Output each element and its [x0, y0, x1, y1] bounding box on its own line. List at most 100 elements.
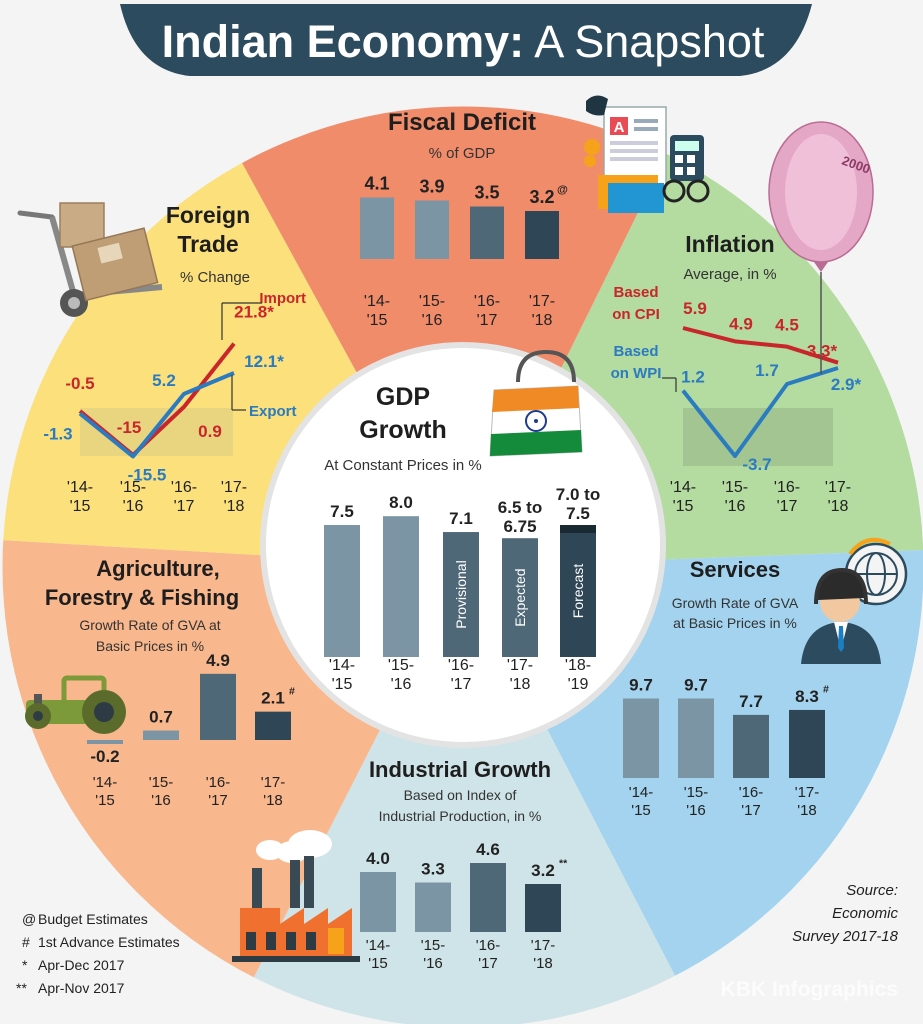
industry-title: Industrial Growth [369, 757, 551, 782]
footnote-2: * Apr-Dec 2017 [22, 957, 125, 973]
inflation-line-0 [682, 326, 839, 365]
services-label-1: 9.7 [684, 675, 708, 694]
inflation-tick-1: '15- '16 [722, 479, 748, 515]
gdp-label-1-line-0: 8.0 [389, 493, 413, 512]
fiscal-label-3-line-0: 3.2 [529, 187, 554, 207]
gdp-tick-4-line-0: '18- [565, 657, 591, 674]
gdp-tick-2-line-1: '17 [451, 676, 472, 693]
gdp-label-4-line-0: 7.0 to [556, 485, 600, 504]
trade-title-line-1: Foreign [166, 202, 250, 228]
services-tick-0: '14-'15 [629, 784, 654, 819]
industry-marker-3: ** [559, 858, 568, 870]
inflation-label-1-0: 1.2 [681, 368, 705, 387]
footnote-1: # 1st Advance Estimates [22, 934, 180, 950]
industry-subtitle-line-1: Based on Index of [404, 787, 517, 803]
agri-tick-0-line-0: '14- [93, 774, 118, 791]
trade-tick-1-line-1: '16 [123, 498, 144, 515]
agri-tick-1-line-1: '16 [151, 792, 171, 809]
gdp-tick-3: '17- '18 [507, 657, 533, 693]
fiscal-tick-0: '14- '15 [364, 293, 390, 329]
agri-tick-2: '16-'17 [206, 774, 231, 809]
industry-tick-0: '14-'15 [366, 937, 391, 972]
industry-label-1-line-0: 3.3 [421, 860, 445, 879]
agri-label-2-line-0: 4.9 [206, 651, 230, 670]
page-title: Indian Economy: A Snapshot [162, 16, 765, 67]
inflation-line-1 [681, 366, 839, 458]
industry-label-3: 3.2 [531, 861, 555, 880]
agri-tick-2-line-0: '16- [206, 774, 231, 791]
agri-label-1-line-0: 0.7 [149, 708, 173, 727]
gdp-annotation-3: Expected [512, 568, 528, 626]
inflation-legend-0-line-0: Based [613, 284, 658, 301]
gdp-label-0: 7.5 [330, 502, 354, 521]
footnote-text: Apr-Nov 2017 [38, 980, 125, 996]
inflation-tick-1-line-0: '15- [722, 479, 748, 496]
trade-label-0-0: -0.5 [65, 374, 94, 393]
gdp-tick-0-line-0: '14- [329, 657, 355, 674]
agri-label-3-line-0: 2.1 [261, 689, 285, 708]
trade-tick-0-line-1: '15 [70, 498, 91, 515]
industry-segment [230, 567, 700, 1024]
inflation-subtitle: Average, in % [683, 266, 776, 283]
fiscal-tick-1-line-0: '15- [419, 293, 445, 310]
inflation-tick-3-line-0: '17- [825, 479, 851, 496]
fiscal-tick-0-line-0: '14- [364, 293, 390, 310]
gdp-tick-4-line-1: '19 [568, 676, 589, 693]
inflation-tick-2: '16- '17 [774, 479, 800, 515]
industry-label-0-line-0: 4.0 [366, 849, 390, 868]
gdp-annotation-4: Forecast [570, 564, 586, 619]
inflation-label-0-1: 4.9 [729, 314, 753, 333]
agri-tick-3-line-0: '17- [261, 774, 286, 791]
services-label-3-line-0: 8.3 [795, 687, 819, 706]
trade-tick-2-line-1: '17 [174, 498, 195, 515]
gdp-annotation-2: Provisional [453, 560, 469, 628]
agri-title-line-2: Forestry & Fishing [45, 585, 239, 610]
gdp-title-line-1: GDP [376, 383, 430, 411]
industry-bar-1 [415, 882, 451, 932]
agri-bar-1 [143, 730, 179, 740]
inflation-tick-1-line-1: '16 [725, 498, 746, 515]
industry-tick-2-line-1: '17 [478, 955, 498, 972]
boxes-trolley-icon [17, 202, 163, 317]
gdp-tick-1-line-0: '15- [388, 657, 414, 674]
services-bar-2 [733, 714, 769, 778]
fiscal-tick-1: '15- '16 [419, 293, 445, 329]
watermark: KBK Infographics [721, 978, 898, 1001]
shopping-bag-flag-icon [489, 349, 583, 457]
gdp-growth-chart: GDP Growth At Constant Prices in % 7.5 8.… [324, 383, 600, 693]
agri-tick-0: '14-'15 [93, 774, 118, 809]
fiscal-label-1-line-0: 3.9 [419, 177, 444, 197]
industry-label-1: 3.3 [421, 860, 445, 879]
gdp-bar-1 [383, 516, 419, 657]
trade-tick-3-line-0: '17- [221, 479, 247, 496]
inflation-tick-0-line-1: '15 [673, 498, 694, 515]
source-line-1: Source: [846, 882, 898, 899]
gdp-title-line-2: Growth [359, 416, 447, 444]
fiscal-bar-0 [360, 197, 394, 259]
agri-label-3: 2.1 [261, 689, 285, 708]
services-tick-0-line-1: '15 [631, 802, 651, 819]
gdp-tick-4: '18- '19 [565, 657, 591, 693]
call-center-icon [801, 537, 908, 664]
trade-tick-3: '17- '18 [221, 479, 247, 515]
industry-tick-3-line-1: '18 [533, 955, 553, 972]
inflation-tick-3: '17- '18 [825, 479, 851, 515]
fiscal-title: Fiscal Deficit [388, 109, 536, 136]
gdp-label-2: 7.1 [449, 509, 473, 528]
title-banner [120, 4, 812, 76]
services-tick-2-line-0: '16- [739, 784, 764, 801]
inflation-label-0-2: 4.5 [775, 316, 799, 335]
trade-label-0-3: 21.8* [234, 303, 274, 322]
agri-tick-2-line-1: '17 [208, 792, 228, 809]
trade-label-1-1: -15.5 [128, 465, 167, 484]
gdp-subtitle: At Constant Prices in % [324, 457, 482, 474]
gdp-bar-0 [324, 525, 360, 657]
services-tick-0-line-0: '14- [629, 784, 654, 801]
gdp-tick-1: '15- '16 [388, 657, 414, 693]
agri-label-2: 4.9 [206, 651, 230, 670]
fiscal-subtitle: % of GDP [429, 145, 496, 162]
trade-title-line-2: Trade [177, 231, 238, 257]
industry-tick-1-line-0: '15- [421, 937, 446, 954]
